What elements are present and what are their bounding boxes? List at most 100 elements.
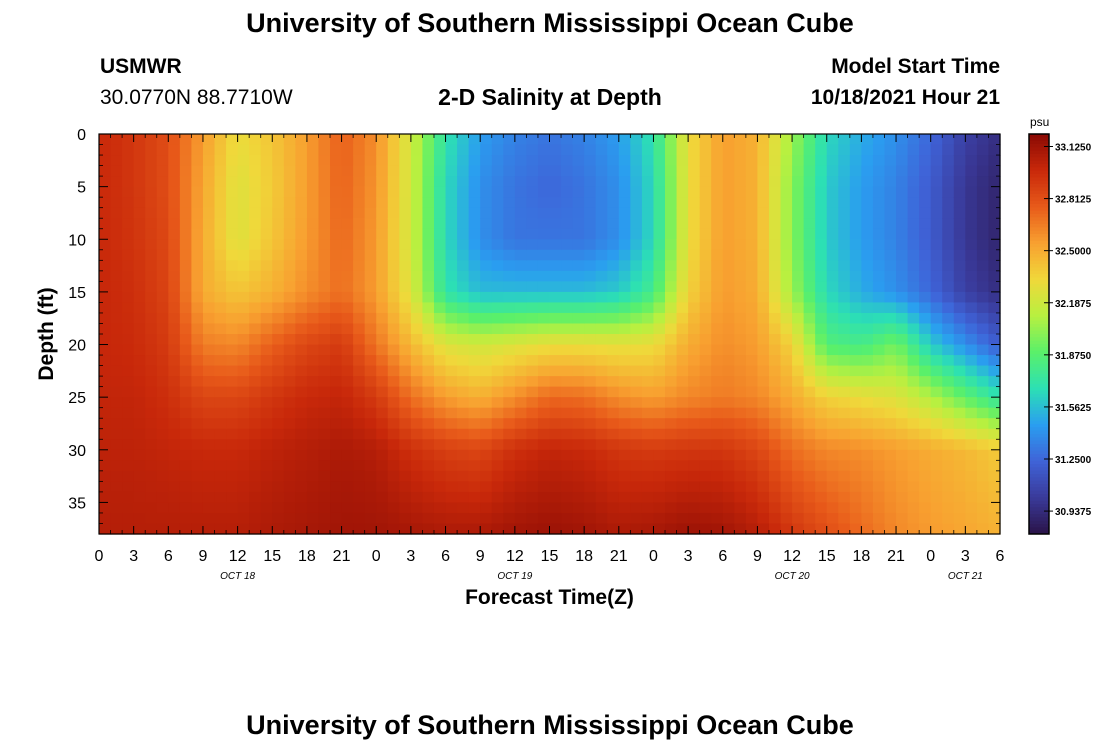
- heatmap-cell: [399, 323, 412, 335]
- heatmap-cell: [353, 291, 366, 304]
- heatmap-cell: [445, 281, 458, 293]
- heatmap-cell: [99, 302, 112, 314]
- heatmap-cell: [780, 418, 793, 430]
- heatmap-cell: [595, 365, 608, 377]
- heatmap-cell: [815, 418, 828, 430]
- heatmap-cell: [249, 186, 262, 198]
- heatmap-cell: [561, 312, 574, 325]
- heatmap-cell: [202, 281, 216, 293]
- heatmap-cell: [226, 197, 239, 209]
- heatmap-cell: [549, 376, 562, 388]
- colorbar-swatch: [1029, 377, 1049, 382]
- heatmap-cell: [803, 523, 816, 535]
- heatmap-cell: [953, 323, 966, 335]
- heatmap-cell: [965, 397, 978, 409]
- heatmap-cell: [283, 155, 296, 167]
- heatmap-cell: [179, 439, 193, 451]
- heatmap-cell: [503, 323, 516, 335]
- heatmap-cell: [145, 407, 158, 419]
- heatmap-cell: [803, 155, 816, 167]
- heatmap-cell: [526, 512, 539, 525]
- x-tick-label: 12: [229, 548, 247, 565]
- heatmap-cell: [676, 239, 689, 251]
- heatmap-cell: [168, 144, 181, 156]
- heatmap-cell: [988, 312, 1001, 325]
- heatmap-cell: [283, 239, 296, 251]
- heatmap-cell: [711, 355, 724, 367]
- heatmap-cell: [457, 281, 470, 293]
- heatmap-cell: [988, 281, 1001, 293]
- footer-title: University of Southern Mississippi Ocean…: [246, 710, 854, 740]
- heatmap-cell: [202, 323, 216, 335]
- heatmap-cell: [861, 218, 874, 230]
- heatmap-cell: [953, 470, 966, 482]
- heatmap-cell: [688, 418, 701, 430]
- heatmap-cell: [272, 407, 285, 419]
- heatmap-cell: [630, 186, 643, 198]
- heatmap-cell: [468, 386, 481, 398]
- heatmap-cell: [838, 281, 851, 293]
- heatmap-cell: [896, 407, 909, 419]
- heatmap-cell: [665, 291, 678, 304]
- heatmap-cell: [202, 481, 216, 493]
- heatmap-cell: [491, 134, 504, 146]
- heatmap-cell: [387, 207, 400, 219]
- heatmap-cell: [422, 197, 435, 209]
- heatmap-cell: [283, 470, 296, 482]
- heatmap-cell: [768, 176, 782, 188]
- heatmap-cell: [988, 523, 1001, 535]
- heatmap-cell: [561, 260, 574, 272]
- heatmap-cell: [122, 355, 135, 367]
- heatmap-cell: [630, 397, 643, 409]
- heatmap-cell: [306, 439, 320, 451]
- heatmap-cell: [330, 365, 343, 377]
- heatmap-cell: [734, 228, 747, 240]
- heatmap-cell: [283, 491, 296, 504]
- heatmap-cell: [272, 207, 285, 219]
- colorbar-swatch: [1029, 207, 1049, 212]
- heatmap-cell: [376, 481, 389, 493]
- heatmap-cell: [618, 134, 631, 146]
- heatmap-cell: [722, 228, 735, 240]
- colorbar-swatch: [1029, 517, 1049, 522]
- heatmap-cell: [953, 460, 966, 472]
- heatmap-cell: [549, 197, 562, 209]
- heatmap-cell: [607, 334, 620, 346]
- heatmap-cell: [122, 155, 135, 167]
- heatmap-cell: [168, 344, 181, 356]
- heatmap-cell: [283, 218, 296, 230]
- heatmap-cell: [237, 523, 250, 535]
- heatmap-cell: [364, 291, 377, 304]
- heatmap-cell: [711, 260, 724, 272]
- heatmap-cell: [422, 344, 435, 356]
- heatmap-cell: [226, 176, 239, 188]
- heatmap-cell: [457, 365, 470, 377]
- heatmap-cell: [283, 376, 296, 388]
- heatmap-cell: [480, 407, 493, 419]
- heatmap-cell: [919, 460, 932, 472]
- heatmap-cell: [942, 481, 955, 493]
- heatmap-cell: [711, 386, 724, 398]
- heatmap-cell: [734, 197, 747, 209]
- heatmap-cell: [272, 344, 285, 356]
- heatmap-cell: [734, 386, 747, 398]
- heatmap-cell: [561, 355, 574, 367]
- heatmap-cell: [584, 260, 597, 272]
- heatmap-cell: [306, 428, 320, 440]
- x-tick-label: 9: [476, 548, 485, 565]
- heatmap-cell: [907, 439, 920, 451]
- heatmap-cell: [861, 165, 874, 177]
- heatmap-cell: [272, 376, 285, 388]
- heatmap-cell: [757, 302, 770, 314]
- date-label: OCT 18: [220, 571, 255, 582]
- colorbar-swatch: [1029, 200, 1049, 205]
- heatmap-cell: [226, 397, 239, 409]
- heatmap-cell: [930, 270, 943, 282]
- heatmap-cell: [330, 407, 343, 419]
- heatmap-cell: [272, 355, 285, 367]
- heatmap-cell: [953, 239, 966, 251]
- date-label: OCT 20: [775, 571, 810, 582]
- heatmap-cell: [237, 186, 250, 198]
- heatmap-cell: [688, 523, 701, 535]
- heatmap-cell: [838, 523, 851, 535]
